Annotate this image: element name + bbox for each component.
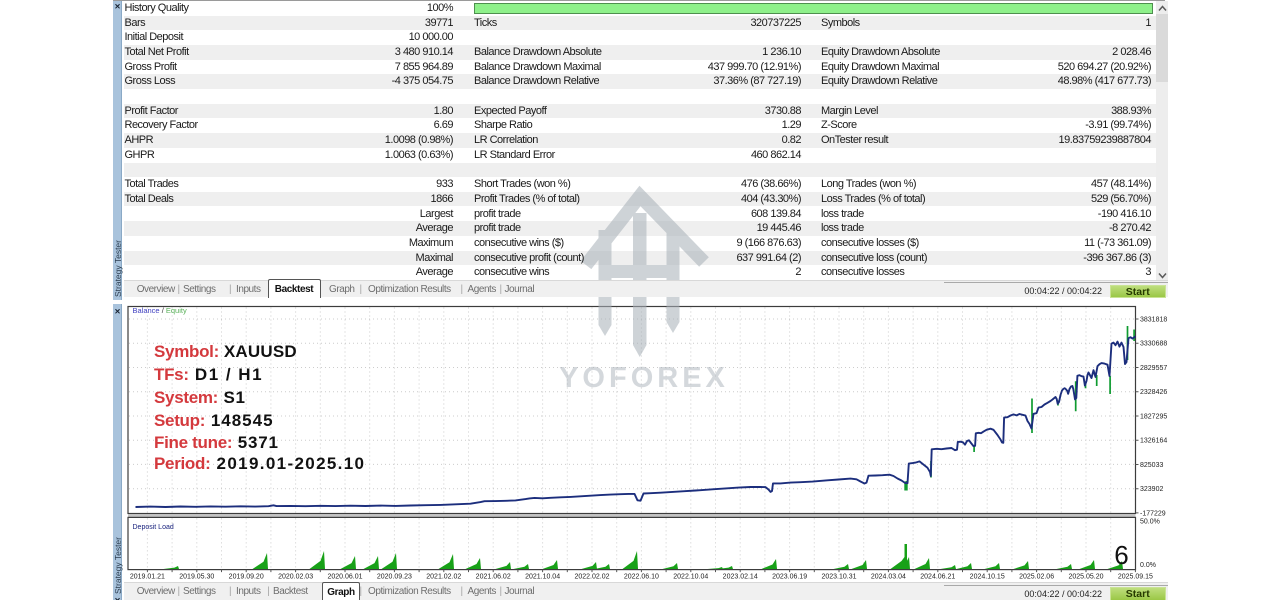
svg-text:2019.05.30: 2019.05.30 xyxy=(179,574,214,581)
svg-text:2023.06.19: 2023.06.19 xyxy=(772,574,807,581)
svg-text:Deposit Load: Deposit Load xyxy=(132,524,173,531)
svg-text:2025.02.06: 2025.02.06 xyxy=(1019,574,1054,581)
svg-text:2023.02.14: 2023.02.14 xyxy=(722,574,757,581)
svg-text:2020.09.23: 2020.09.23 xyxy=(376,574,411,581)
svg-text:2019.01.21: 2019.01.21 xyxy=(129,574,164,581)
svg-text:2021.06.02: 2021.06.02 xyxy=(475,574,510,581)
svg-text:6: 6 xyxy=(1114,540,1128,570)
svg-text:2024.10.15: 2024.10.15 xyxy=(969,574,1004,581)
svg-text:825033: 825033 xyxy=(1140,462,1163,469)
svg-text:Balance / Equity: Balance / Equity xyxy=(132,306,186,315)
svg-text:2829557: 2829557 xyxy=(1140,365,1167,372)
svg-text:0.0%: 0.0% xyxy=(1140,562,1156,569)
svg-text:2328426: 2328426 xyxy=(1140,389,1167,396)
svg-text:2022.02.02: 2022.02.02 xyxy=(574,574,609,581)
svg-text:2024.03.04: 2024.03.04 xyxy=(870,574,905,581)
svg-text:3831818: 3831818 xyxy=(1140,316,1167,323)
svg-text:2025.05.20: 2025.05.20 xyxy=(1068,574,1103,581)
svg-text:2021.10.04: 2021.10.04 xyxy=(525,574,560,581)
svg-text:2021.02.02: 2021.02.02 xyxy=(426,574,461,581)
svg-text:2023.10.31: 2023.10.31 xyxy=(821,574,856,581)
svg-text:-177229: -177229 xyxy=(1140,510,1166,517)
svg-text:3330688: 3330688 xyxy=(1140,341,1167,348)
svg-text:1326164: 1326164 xyxy=(1140,438,1167,445)
svg-text:2019.09.20: 2019.09.20 xyxy=(228,574,263,581)
svg-text:323902: 323902 xyxy=(1140,486,1163,493)
svg-text:2020.02.03: 2020.02.03 xyxy=(278,574,313,581)
svg-text:2022.06.10: 2022.06.10 xyxy=(623,574,658,581)
svg-text:2024.06.21: 2024.06.21 xyxy=(920,574,955,581)
svg-text:2020.06.01: 2020.06.01 xyxy=(327,574,362,581)
svg-text:2022.10.04: 2022.10.04 xyxy=(673,574,708,581)
svg-text:50.0%: 50.0% xyxy=(1140,519,1160,526)
svg-text:YOFOREX: YOFOREX xyxy=(559,362,729,394)
svg-text:1827295: 1827295 xyxy=(1140,413,1167,420)
svg-text:2025.09.15: 2025.09.15 xyxy=(1117,574,1152,581)
